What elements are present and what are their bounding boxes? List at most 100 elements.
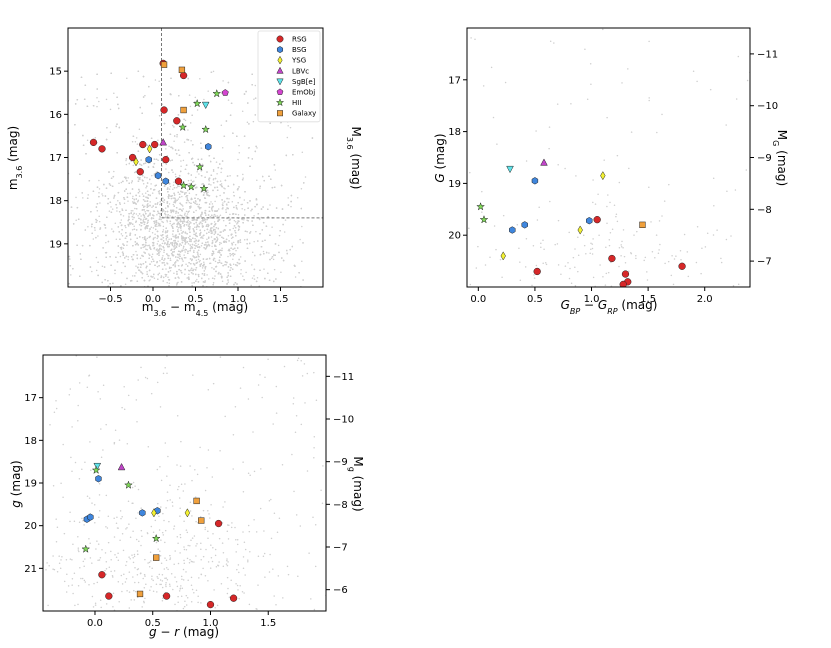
background-point [143,162,145,165]
background-point [115,238,118,240]
background-point [214,260,217,263]
background-point [300,207,303,210]
background-point [211,232,214,234]
background-point [124,257,126,259]
background-point [182,260,184,262]
background-point [188,152,190,154]
background-point [189,249,191,252]
background-point [101,193,103,195]
background-point [155,197,158,199]
background-point [170,238,173,240]
background-point [138,224,141,226]
background-point [142,288,144,290]
background-point [187,276,190,278]
background-point [166,220,169,223]
background-point [181,204,183,206]
background-point [137,192,140,194]
background-point [206,244,209,247]
background-point [210,289,212,291]
background-point [189,291,191,293]
background-point [268,279,271,282]
background-point [182,316,184,318]
background-point [185,263,187,265]
background-point [169,185,172,188]
background-point [271,226,273,228]
background-point [258,218,261,220]
background-point [205,201,208,204]
background-point [247,102,249,104]
background-point [204,266,206,269]
background-point [250,210,252,212]
background-point [144,227,147,230]
background-point [124,283,127,286]
background-point [195,259,198,261]
background-point [168,243,171,246]
background-point [193,230,195,233]
background-point [199,78,201,80]
background-point [154,264,156,267]
background-point [221,207,224,210]
background-point [199,259,201,262]
background-point [169,270,172,272]
background-point [204,221,207,223]
background-point [238,152,241,154]
background-point [229,275,232,278]
background-point [184,243,186,245]
background-point [109,283,111,285]
background-point [213,225,215,228]
background-point [154,233,156,236]
background-point [228,198,230,200]
background-point [145,248,147,250]
background-point [91,270,93,273]
background-point [109,131,112,133]
background-point [87,225,89,228]
background-point [230,102,233,105]
background-point [143,245,146,248]
background-point [141,254,143,257]
background-point [251,83,253,86]
background-point [195,256,198,258]
background-point [156,243,159,245]
background-point [179,202,181,205]
background-point [190,267,193,270]
background-point [142,243,145,246]
background-point [118,182,120,184]
background-point [147,225,149,227]
background-point [197,198,199,200]
background-point [99,228,101,231]
background-point [201,273,204,275]
background-point [209,228,212,231]
background-point [196,278,198,281]
background-point [107,202,109,205]
background-point [226,283,228,285]
background-point [75,196,77,199]
background-point [132,218,134,221]
background-point [124,225,126,227]
background-point [170,211,172,214]
background-point [143,209,146,211]
background-point [123,307,125,309]
background-point [127,200,129,202]
background-point [238,258,240,261]
background-point [145,196,147,198]
background-point [173,236,175,238]
background-point [155,158,158,160]
background-point [215,245,217,247]
background-point [94,229,96,231]
background-point [129,315,131,317]
background-point [142,183,145,185]
background-point [153,210,156,212]
background-point [160,218,162,221]
background-point [173,272,175,274]
background-point [143,279,146,282]
background-point [253,278,256,280]
background-point [162,254,164,257]
background-point [263,253,265,255]
background-point [158,254,160,256]
background-point [196,171,198,173]
background-point [98,215,100,218]
background-point [137,288,139,290]
background-point [105,187,108,189]
background-point [197,258,200,261]
background-point [201,242,204,245]
